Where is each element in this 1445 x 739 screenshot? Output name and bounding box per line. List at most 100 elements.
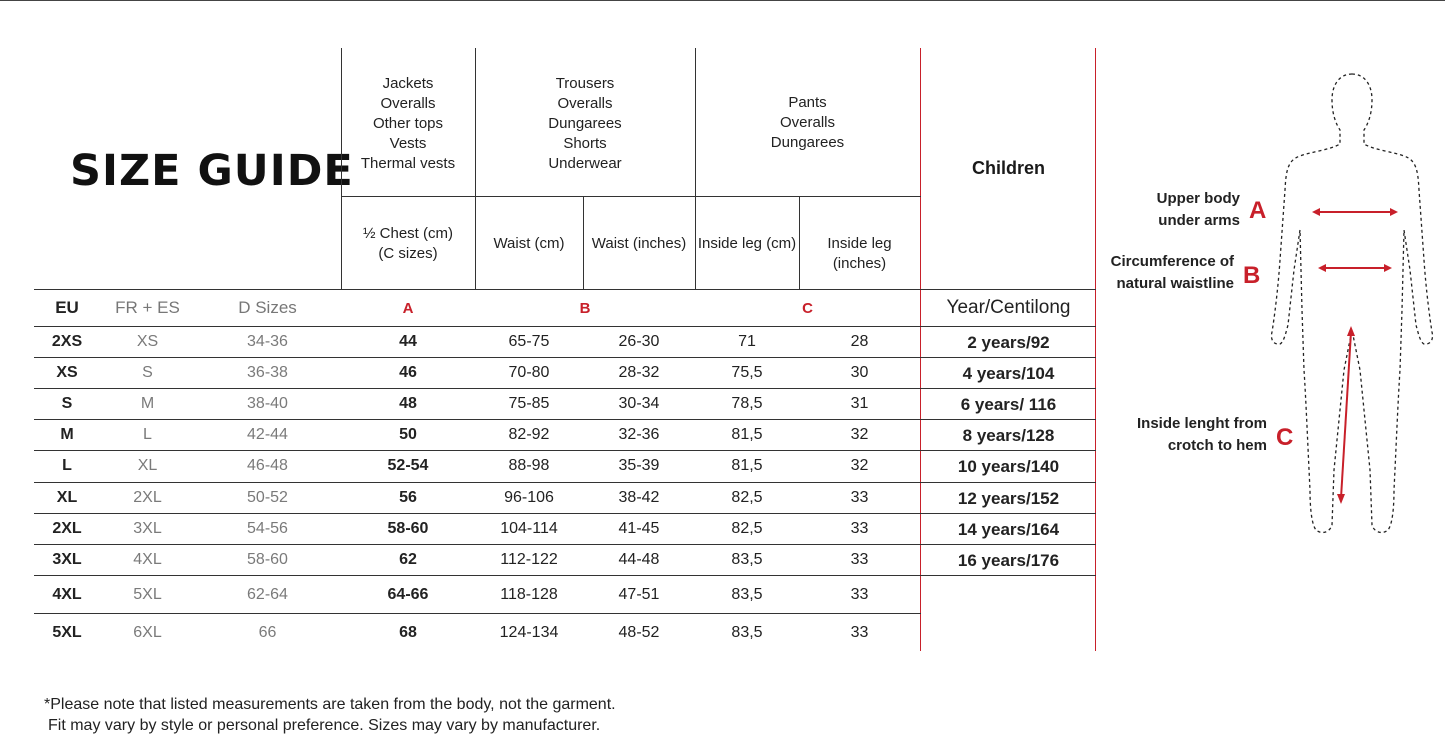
cell-chest: 56 (399, 489, 417, 506)
header-waist-inches: Waist (inches) (591, 235, 687, 252)
cell-chest: 48 (399, 395, 417, 412)
cell-eu: S (61, 395, 73, 412)
cell-waist-cm: 70-80 (508, 364, 550, 381)
col-d-sizes: D Sizes (238, 298, 297, 317)
cell-waist-cm: 65-75 (508, 333, 550, 350)
cell-chest: 62 (399, 551, 417, 568)
cell-waist-cm: 88-98 (508, 457, 550, 474)
cell-d-size: 34-36 (247, 333, 288, 350)
cell-d-size: 50-52 (247, 489, 288, 506)
cell-children: 4 years/104 (962, 364, 1055, 383)
cell-waist-inches: 35-39 (618, 457, 660, 474)
header-trousers-line: Underwear (548, 155, 622, 172)
col-c: C (802, 300, 813, 317)
cell-d-size: 46-48 (247, 457, 288, 474)
cell-leg-inches: 30 (850, 364, 869, 381)
cell-leg-cm: 81,5 (731, 426, 763, 443)
cell-eu: M (60, 426, 74, 443)
header-trousers-line: Shorts (563, 135, 607, 152)
cell-chest: 68 (399, 624, 417, 641)
cell-waist-cm: 96-106 (504, 489, 554, 506)
cell-waist-inches: 41-45 (618, 520, 660, 537)
col-a: A (402, 300, 414, 317)
cell-waist-cm: 82-92 (508, 426, 550, 443)
cell-d-size: 62-64 (247, 586, 288, 603)
cell-children: 16 years/176 (957, 551, 1060, 570)
label-line: Inside lenght from (1136, 415, 1267, 432)
cell-chest: 50 (399, 426, 417, 443)
cell-eu: 2XS (51, 333, 83, 350)
cell-children: 14 years/164 (957, 520, 1060, 539)
header-leg-inches: Inside leg (inches) (827, 235, 892, 272)
header-pants-line: Dungarees (770, 134, 845, 151)
cell-leg-cm: 83,5 (731, 586, 763, 603)
cell-waist-cm: 75-85 (508, 395, 550, 412)
footnote-line: Fit may vary by style or personal prefer… (48, 717, 601, 734)
cell-eu: 3XL (52, 551, 82, 568)
cell-waist-inches: 28-32 (618, 364, 660, 381)
header-pants-line: Overalls (779, 114, 835, 131)
cell-fr-es: 3XL (133, 520, 162, 537)
cell-waist-cm: 118-128 (500, 586, 558, 603)
cell-fr-es: 6XL (133, 624, 162, 641)
cell-d-size: 66 (258, 624, 277, 641)
header-jackets-line: Vests (389, 135, 427, 152)
cell-fr-es: XS (136, 333, 159, 350)
page-title: SIZE GUIDE (70, 146, 354, 196)
cell-eu: L (62, 457, 72, 474)
cell-leg-cm: 75,5 (731, 364, 763, 381)
cell-fr-es: L (143, 426, 152, 443)
label-upper-body: Upper body under arms (1120, 188, 1240, 232)
cell-waist-cm: 104-114 (500, 520, 558, 537)
cell-d-size: 54-56 (247, 520, 288, 537)
cell-children: 8 years/128 (962, 426, 1055, 445)
header-children: Children (971, 158, 1045, 178)
cell-waist-cm: 112-122 (500, 551, 558, 568)
cell-waist-inches: 47-51 (618, 586, 660, 603)
cell-leg-cm: 82,5 (731, 520, 763, 537)
cell-waist-inches: 32-36 (618, 426, 660, 443)
cell-d-size: 38-40 (247, 395, 288, 412)
cell-d-size: 36-38 (247, 364, 288, 381)
header-trousers-line: Trousers (555, 75, 615, 92)
cell-waist-inches: 30-34 (618, 395, 660, 412)
label-line: Upper body (1156, 190, 1240, 207)
cell-children: 12 years/152 (957, 489, 1060, 508)
cell-eu: 2XL (52, 520, 82, 537)
label-waistline: Circumference of natural waistline (1100, 251, 1234, 295)
cell-leg-inches: 33 (850, 624, 869, 641)
cell-chest: 64-66 (387, 586, 429, 603)
label-line: under arms (1158, 212, 1240, 229)
cell-chest: 58-60 (387, 520, 429, 537)
cell-leg-cm: 71 (738, 333, 756, 350)
cell-leg-inches: 32 (850, 457, 869, 474)
cell-children: 6 years/ 116 (960, 395, 1057, 414)
cell-fr-es: XL (137, 457, 158, 474)
header-leg-cm: Inside leg (cm) (697, 235, 797, 252)
cell-fr-es: 4XL (133, 551, 162, 568)
label-inside-length: Inside lenght from crotch to hem (1120, 413, 1267, 457)
cell-leg-inches: 31 (850, 395, 869, 412)
header-trousers: Trousers Overalls Dungarees Shorts Under… (475, 74, 695, 174)
cell-waist-cm: 124-134 (499, 624, 559, 641)
header-trousers-line: Dungarees (548, 115, 622, 132)
letter-c: C (1276, 424, 1294, 451)
header-jackets-line: Other tops (372, 115, 444, 132)
header-chest-line: (C sizes) (378, 245, 438, 262)
cell-leg-cm: 83,5 (731, 551, 763, 568)
col-eu: EU (55, 298, 79, 317)
cell-fr-es: S (142, 364, 153, 381)
col-year: Year/Centilong (946, 297, 1071, 318)
body-outline-icon (1270, 73, 1434, 534)
cell-waist-inches: 26-30 (618, 333, 660, 350)
cell-fr-es: M (140, 395, 155, 412)
header-jackets: Jackets Overalls Other tops Vests Therma… (341, 74, 475, 174)
cell-eu: 5XL (52, 624, 82, 641)
cell-chest: 46 (399, 364, 417, 381)
header-chest-line: ½ Chest (cm) (362, 225, 453, 242)
cell-leg-inches: 33 (850, 586, 869, 603)
cell-leg-inches: 28 (850, 333, 869, 350)
col-b: B (579, 300, 591, 317)
cell-fr-es: 5XL (133, 586, 162, 603)
arrow-b-icon (1318, 264, 1392, 272)
